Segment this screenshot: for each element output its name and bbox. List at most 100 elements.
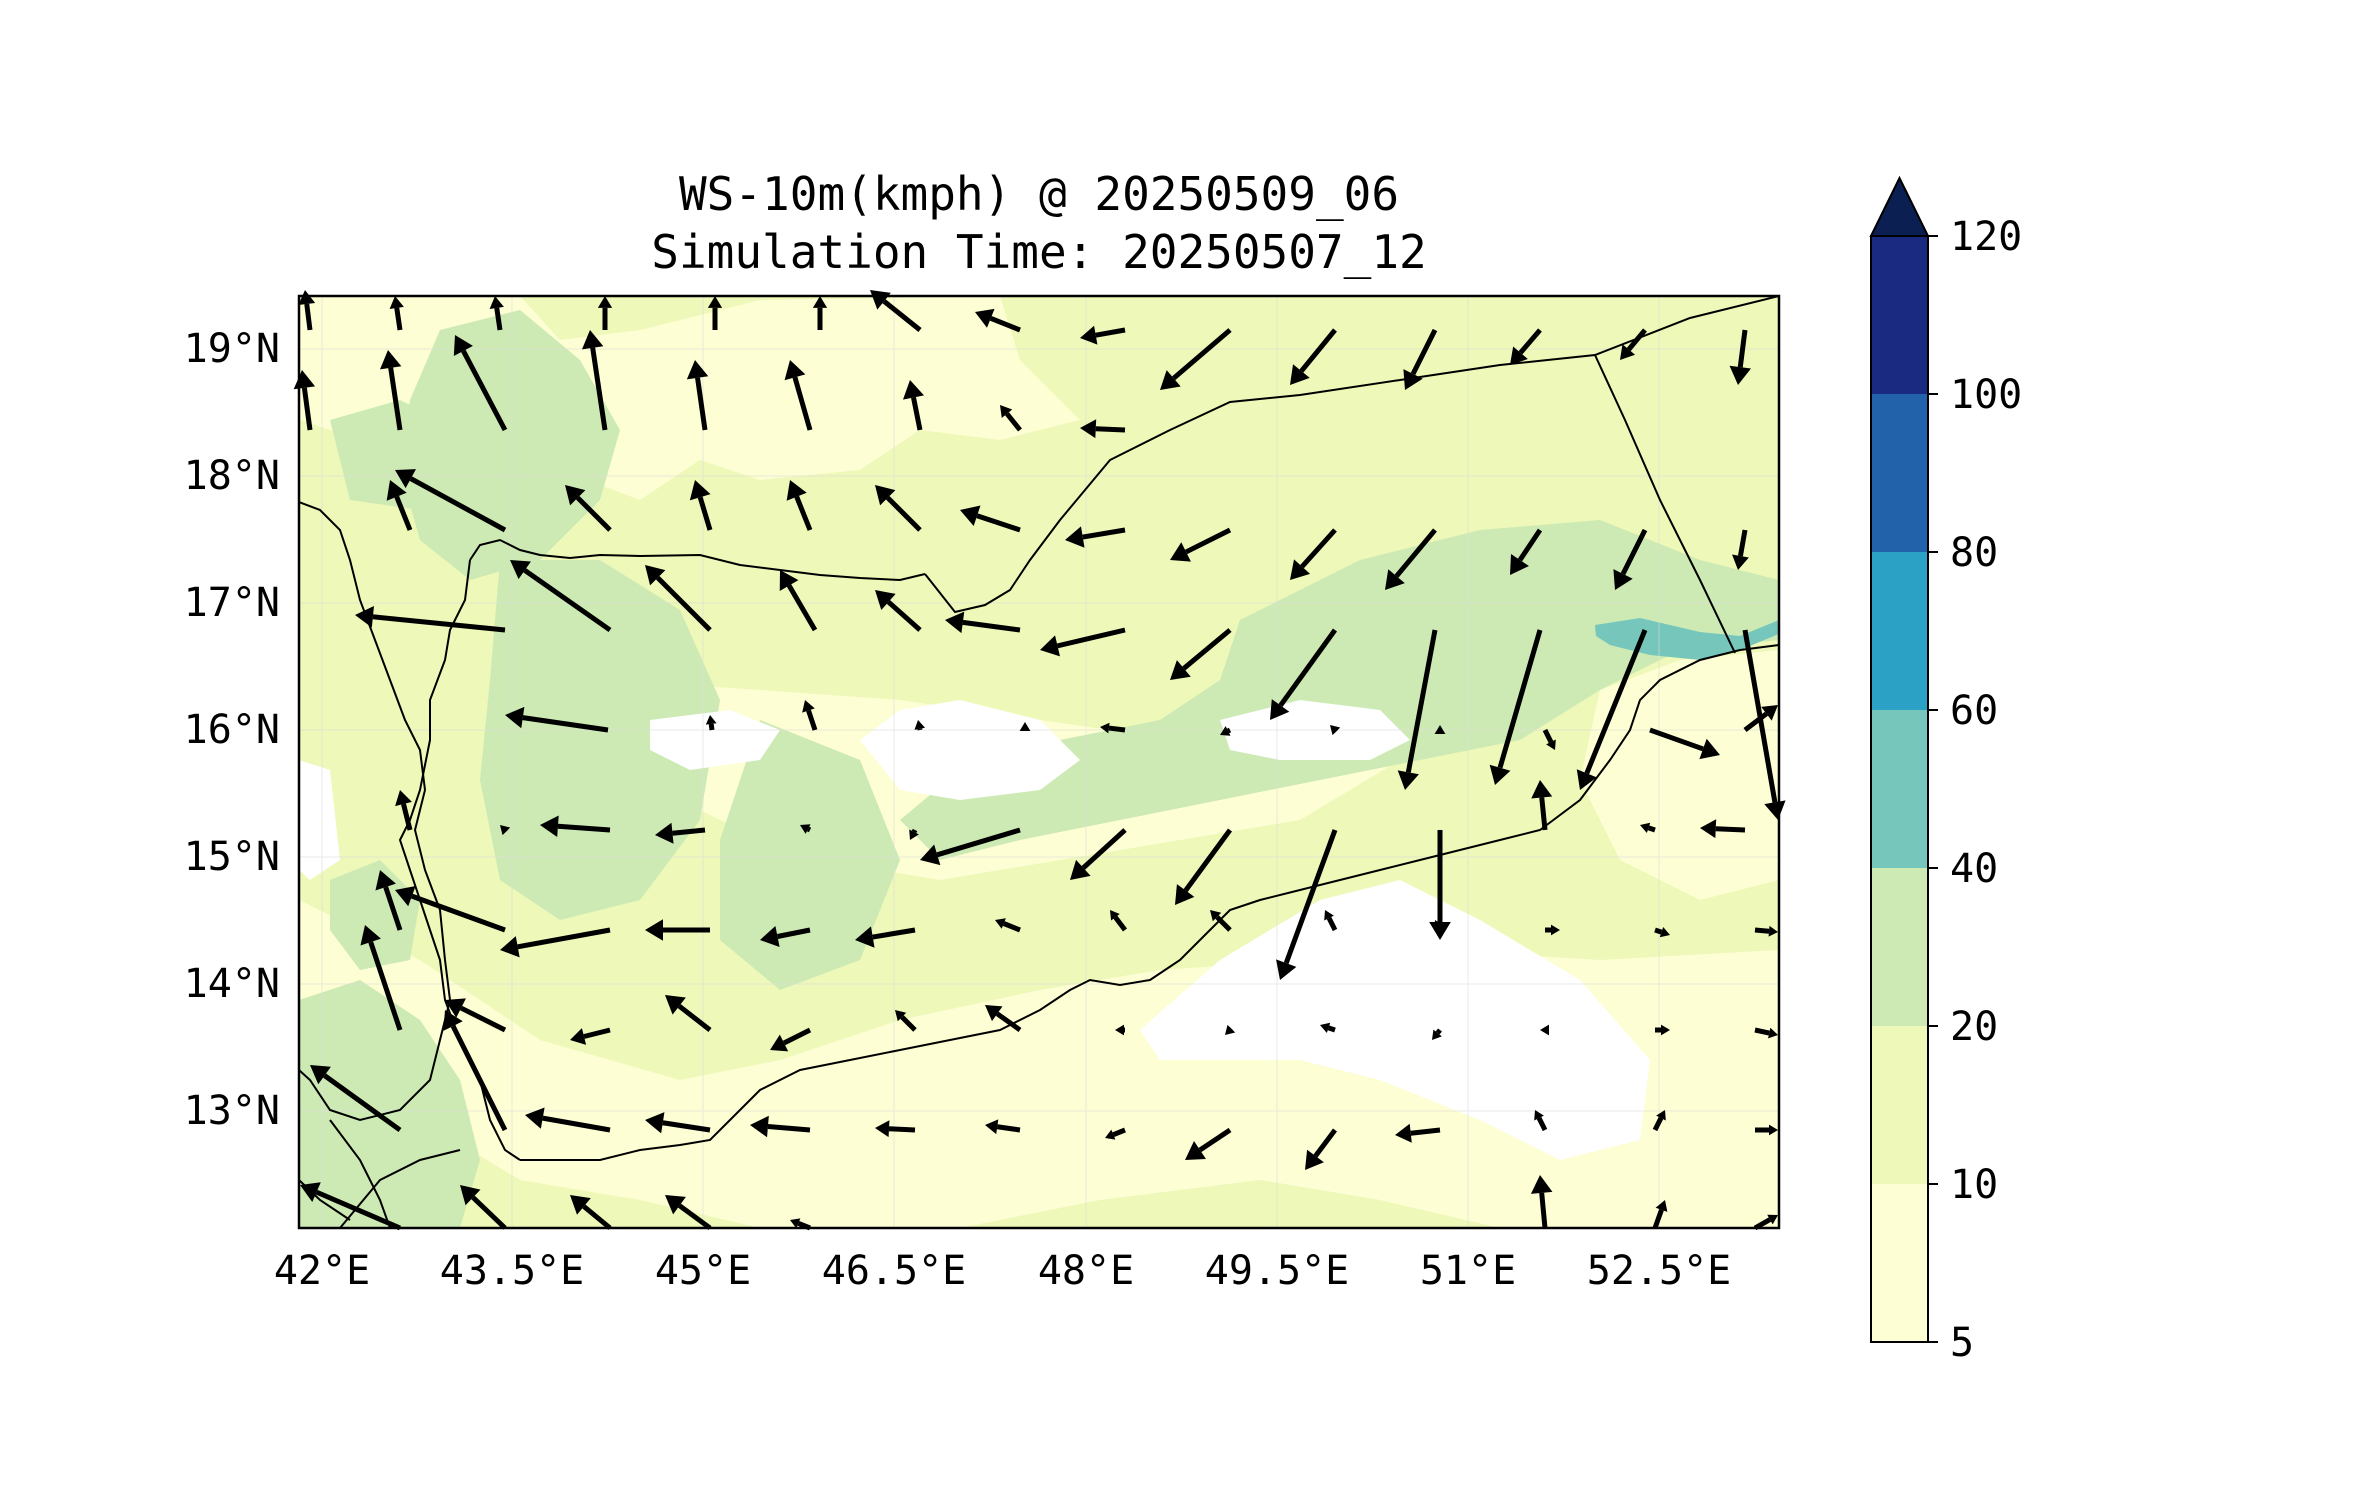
wind-arrow	[1160, 328, 1232, 390]
moderate-wind-zone-southwest	[299, 980, 480, 1228]
wind-arrow	[909, 828, 919, 840]
wind-arrow	[510, 560, 612, 633]
x-tick-label: 42°E	[274, 1248, 370, 1294]
wind-arrow	[300, 1182, 401, 1231]
wind-arrow	[784, 360, 813, 431]
x-tick-label: 51°E	[1420, 1248, 1516, 1294]
wind-arrow	[945, 611, 1021, 634]
wind-arrow	[1225, 1024, 1236, 1035]
wind-arrow	[665, 1195, 712, 1231]
wind-arrow	[1175, 828, 1233, 905]
wind-arrow	[1397, 629, 1438, 790]
wind-arrow	[375, 870, 403, 931]
colorbar: 5 10 20 40 60 80 100 120	[1869, 175, 2022, 1366]
wind-arrow	[505, 706, 609, 733]
wind-arrow	[760, 926, 811, 947]
moderate-wind-zone-midland	[720, 720, 900, 990]
wind-arrow	[855, 926, 916, 948]
calm-zone-northwest	[650, 710, 780, 770]
wind-arrow	[1320, 1022, 1336, 1033]
wind-arrow	[914, 720, 926, 731]
colorbar-label: 60	[1950, 688, 1998, 734]
y-axis: 19°N 18°N 17°N 16°N 15°N 14°N 13°N	[184, 326, 280, 1134]
y-tick-label: 19°N	[184, 326, 280, 372]
wind-arrow	[1110, 910, 1128, 932]
wind-arrow	[920, 827, 1021, 866]
colorbar-segment	[1871, 710, 1928, 868]
wind-arrow	[665, 995, 712, 1032]
wind-arrow	[985, 1119, 1021, 1135]
wind-arrow	[812, 296, 828, 330]
x-tick-label: 49.5°E	[1205, 1248, 1350, 1294]
wind-arrow	[1654, 927, 1670, 938]
wind-arrow	[389, 296, 404, 331]
wind-arrow	[779, 570, 818, 632]
wind-arrow	[360, 925, 403, 1031]
calm-zone-west-coast	[299, 760, 340, 880]
wind-arrow	[500, 825, 511, 836]
wind-arrow	[1065, 526, 1126, 548]
yemen-south-coast	[520, 644, 1779, 1161]
wind-arrow	[903, 380, 924, 431]
y-tick-label: 13°N	[184, 1088, 280, 1134]
wind-arrow	[786, 480, 813, 531]
x-tick-label: 43.5°E	[440, 1248, 585, 1294]
wind-arrow	[960, 505, 1021, 533]
wind-arrow	[645, 565, 712, 632]
wind-arrow	[1530, 1175, 1553, 1229]
wind-vectors	[293, 290, 1786, 1231]
wind-arrow	[1534, 1110, 1548, 1132]
wind-arrow	[875, 590, 922, 632]
map-title-line1: WS-10m(kmph) @ 20250509_06	[679, 167, 1399, 221]
wind-arrow	[298, 290, 316, 331]
wind-arrow	[597, 296, 613, 330]
colorbar-label: 100	[1950, 372, 2022, 418]
wind-arrow	[1080, 325, 1126, 345]
wind-arrow	[1649, 727, 1720, 760]
wind-arrow	[1510, 528, 1543, 575]
wind-arrow	[1640, 822, 1656, 833]
wind-arrow	[707, 296, 723, 330]
wind-arrow	[1754, 1027, 1778, 1039]
wind-arrow	[1080, 419, 1126, 439]
wind-arrow	[1531, 780, 1553, 831]
wind-arrow	[750, 1115, 811, 1138]
wind-arrow	[1700, 819, 1746, 839]
wind-arrow	[995, 918, 1021, 933]
wind-arrow	[1434, 725, 1446, 734]
calm-zone-southeast	[1140, 880, 1650, 1160]
moderate-wind-zone-west-highland	[480, 560, 720, 920]
wind-arrow	[581, 330, 608, 431]
moderate-wind-zone-east-plateau	[900, 520, 1779, 860]
colorbar-label: 20	[1950, 1004, 1998, 1050]
wind-arrow	[489, 296, 504, 331]
wind-arrow	[1019, 722, 1031, 731]
wind-arrow	[453, 335, 508, 432]
wind-arrow	[395, 790, 413, 831]
wind-arrow	[1545, 924, 1560, 936]
moderate-wind-zone-west-coast	[330, 860, 420, 970]
colorbar-segment	[1871, 868, 1928, 1026]
wind-arrow	[1489, 629, 1543, 785]
saudi-yemen-border	[924, 296, 1779, 614]
wind-arrow	[895, 1010, 917, 1032]
wind-arrow	[1432, 1028, 1442, 1040]
wind-arrow	[1276, 829, 1338, 980]
gridlines	[299, 296, 1779, 1228]
x-tick-label: 46.5°E	[822, 1248, 967, 1294]
wind-arrow	[1403, 328, 1438, 390]
wind-arrow	[1115, 1024, 1125, 1036]
wind-arrow	[645, 1112, 711, 1134]
moderate-wind-zone-northwest	[330, 400, 470, 510]
wind-arrow	[1220, 726, 1232, 736]
african-interior-border	[329, 1119, 391, 1228]
colorbar-segment	[1871, 1184, 1928, 1342]
wind-arrow	[1105, 1127, 1126, 1140]
map-frame	[297, 294, 1781, 1230]
wind-arrow	[686, 360, 709, 431]
colorbar-label: 80	[1950, 530, 1998, 576]
wind-arrow	[1753, 1214, 1778, 1231]
colorbar-label: 5	[1950, 1320, 1974, 1366]
colorbar-label: 10	[1950, 1162, 1998, 1208]
